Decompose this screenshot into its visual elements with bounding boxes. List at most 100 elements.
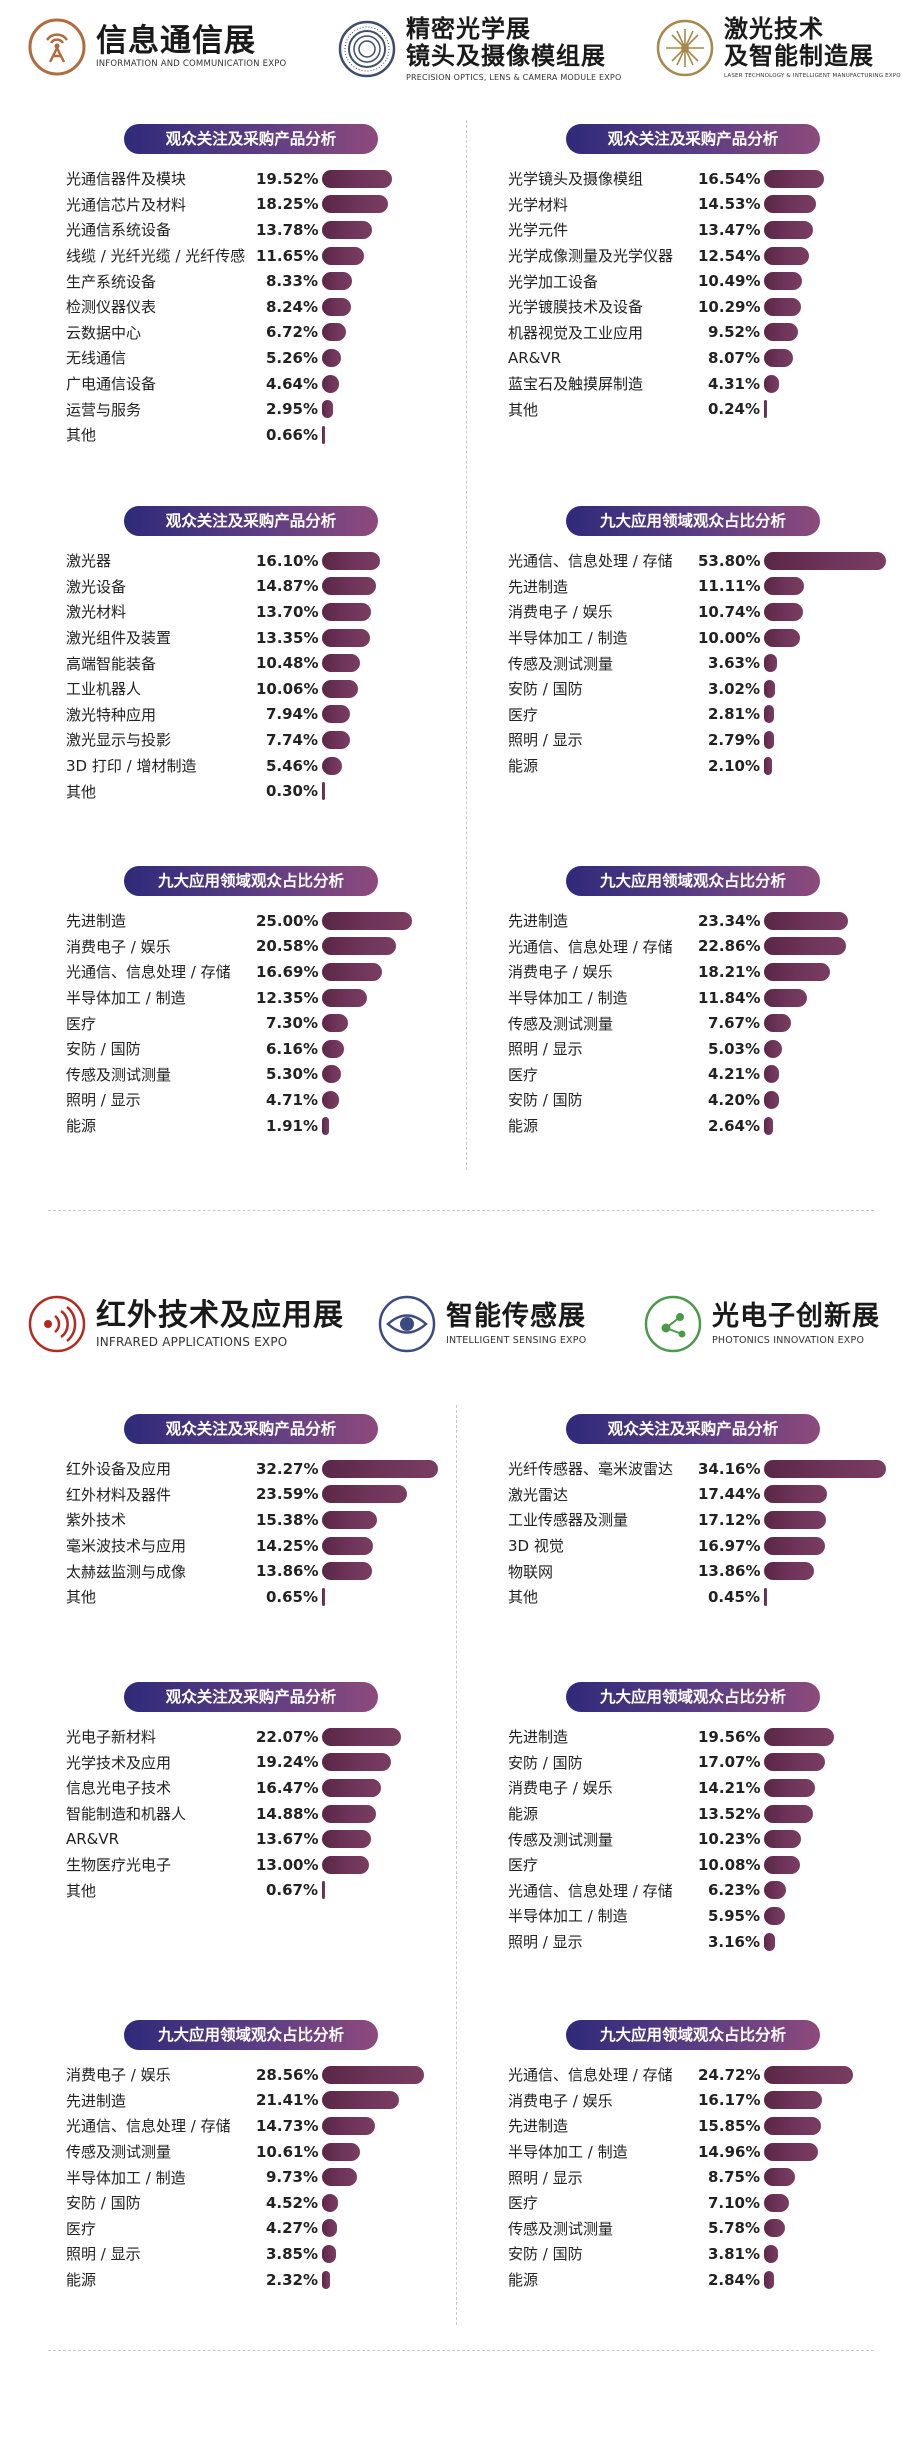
bar <box>764 911 848 930</box>
value-label: 4.27% <box>265 2219 318 2238</box>
chart-rows: 消费电子 / 娱乐 28.56% 先进制造 21.41% 光通信、信息处理 / 存储 14… <box>66 2062 436 2292</box>
bar-track <box>322 374 436 393</box>
bar-track <box>322 654 436 673</box>
chart-row: 能源 2.32% <box>66 2267 436 2293</box>
category-label: 消费电子 / 娱乐 <box>66 2066 171 2085</box>
category-label: 机器视觉及工业应用 <box>508 323 644 342</box>
category-label: 医疗 <box>508 705 539 724</box>
value-label: 14.25% <box>256 1536 319 1555</box>
value-label: 5.03% <box>707 1039 760 1058</box>
chart-row: 消费电子 / 娱乐 20.58% <box>66 934 436 960</box>
value-label: 25.00% <box>256 911 319 930</box>
bar-track <box>322 2116 436 2135</box>
expo-subtitle: PHOTONICS INNOVATION EXPO <box>712 1335 865 1346</box>
category-label: 能源 <box>66 2271 97 2290</box>
bar-track <box>322 1090 436 1109</box>
value-label: 10.08% <box>698 1855 761 1874</box>
value-label: 28.56% <box>256 2065 319 2084</box>
bar-track <box>322 1881 436 1900</box>
bar-track <box>764 962 878 981</box>
value-label: 7.94% <box>265 705 318 724</box>
bar-track <box>322 425 436 444</box>
category-label: 激光设备 <box>66 577 127 596</box>
value-label: 23.59% <box>256 1485 319 1504</box>
bar-track <box>764 169 878 188</box>
bar-track <box>764 730 878 749</box>
category-label: 医疗 <box>66 2219 97 2238</box>
bar <box>764 1562 814 1581</box>
value-label: 0.45% <box>707 1587 760 1606</box>
column-divider <box>456 1405 457 2325</box>
chart-row: 红外设备及应用 32.27% <box>66 1456 438 1482</box>
bar-track <box>764 988 878 1007</box>
bar <box>764 323 798 342</box>
bar <box>322 1855 369 1874</box>
expo-title: 信息通信展 <box>96 22 256 59</box>
chart-row: 消费电子 / 娱乐 18.21% <box>508 959 878 985</box>
panel-title: 观众关注及采购产品分析 <box>124 506 378 536</box>
chart-rows: 光电子新材料 22.07% 光学技术及应用 19.24% 信息光电子技术 16.47% 智能… <box>66 1724 436 1903</box>
value-label: 13.35% <box>256 628 319 647</box>
category-label: 光学镀膜技术及设备 <box>508 298 644 317</box>
bar <box>764 1906 786 1925</box>
category-label: 能源 <box>508 2271 539 2290</box>
bar-track <box>764 374 878 393</box>
value-label: 19.52% <box>256 169 319 188</box>
panel-title: 九大应用领域观众占比分析 <box>566 506 820 536</box>
expo-title-line1: 精密光学展 <box>406 15 531 43</box>
value-label: 5.78% <box>707 2219 760 2238</box>
bar <box>764 602 803 621</box>
value-label: 8.33% <box>265 272 318 291</box>
bar <box>322 220 372 239</box>
value-label: 13.00% <box>256 1855 319 1874</box>
value-label: 4.31% <box>707 374 760 393</box>
value-label: 0.30% <box>265 782 318 801</box>
bar <box>764 937 847 956</box>
bar-track <box>322 1830 436 1849</box>
category-label: 医疗 <box>508 2194 539 2213</box>
category-label: 安防 / 国防 <box>508 1753 583 1772</box>
chart-row: 光学材料 14.53% <box>508 192 878 218</box>
bar-track <box>322 756 436 775</box>
value-label: 13.78% <box>256 220 319 239</box>
bar-track <box>764 297 878 316</box>
category-label: 先进制造 <box>66 912 127 931</box>
value-label: 21.41% <box>256 2091 319 2110</box>
value-label: 5.30% <box>265 1065 318 1084</box>
category-label: 半导体加工 / 制造 <box>508 1907 628 1926</box>
bar <box>764 654 777 673</box>
category-label: 运营与服务 <box>66 400 142 419</box>
value-label: 13.86% <box>698 1562 761 1581</box>
bar-track <box>322 1753 436 1772</box>
bar-track <box>764 2270 878 2289</box>
chart-row: 光学加工设备 10.49% <box>508 268 878 294</box>
value-label: 14.96% <box>698 2142 761 2161</box>
value-label: 8.07% <box>707 348 760 367</box>
category-label: 安防 / 国防 <box>508 680 583 699</box>
bar-track <box>764 1855 878 1874</box>
bar-track <box>764 1906 878 1925</box>
value-label: 5.46% <box>265 756 318 775</box>
chart-row: 传感及测试测量 7.67% <box>508 1010 878 1036</box>
category-label: 能源 <box>508 1805 539 1824</box>
category-label: 传感及测试测量 <box>66 1065 172 1084</box>
chart-row: 3D 视觉 16.97% <box>508 1533 878 1559</box>
category-label: 先进制造 <box>508 1728 569 1747</box>
chart-row: 先进制造 23.34% <box>508 908 878 934</box>
chart-panel: 九大应用领域观众占比分析 光通信、信息处理 / 存储 24.72% 消费电子 / 娱… <box>508 2020 878 2292</box>
category-label: 其他 <box>508 1588 539 1607</box>
chart-row: 其他 0.45% <box>508 1584 878 1610</box>
chart-row: 红外材料及器件 23.59% <box>66 1482 436 1508</box>
panel-title: 观众关注及采购产品分析 <box>124 124 378 154</box>
value-label: 16.47% <box>256 1778 319 1797</box>
category-label: 先进制造 <box>66 2091 127 2110</box>
chart-row: 物联网 13.86% <box>508 1558 878 1584</box>
bar <box>322 323 346 342</box>
bar <box>322 1065 341 1084</box>
value-label: 0.67% <box>265 1881 318 1900</box>
chart-row: 激光特种应用 7.94% <box>66 702 436 728</box>
panel-title: 观众关注及采购产品分析 <box>124 1682 378 1712</box>
value-label: 16.17% <box>698 2091 761 2110</box>
bar <box>322 1536 374 1555</box>
bar <box>322 2091 399 2110</box>
